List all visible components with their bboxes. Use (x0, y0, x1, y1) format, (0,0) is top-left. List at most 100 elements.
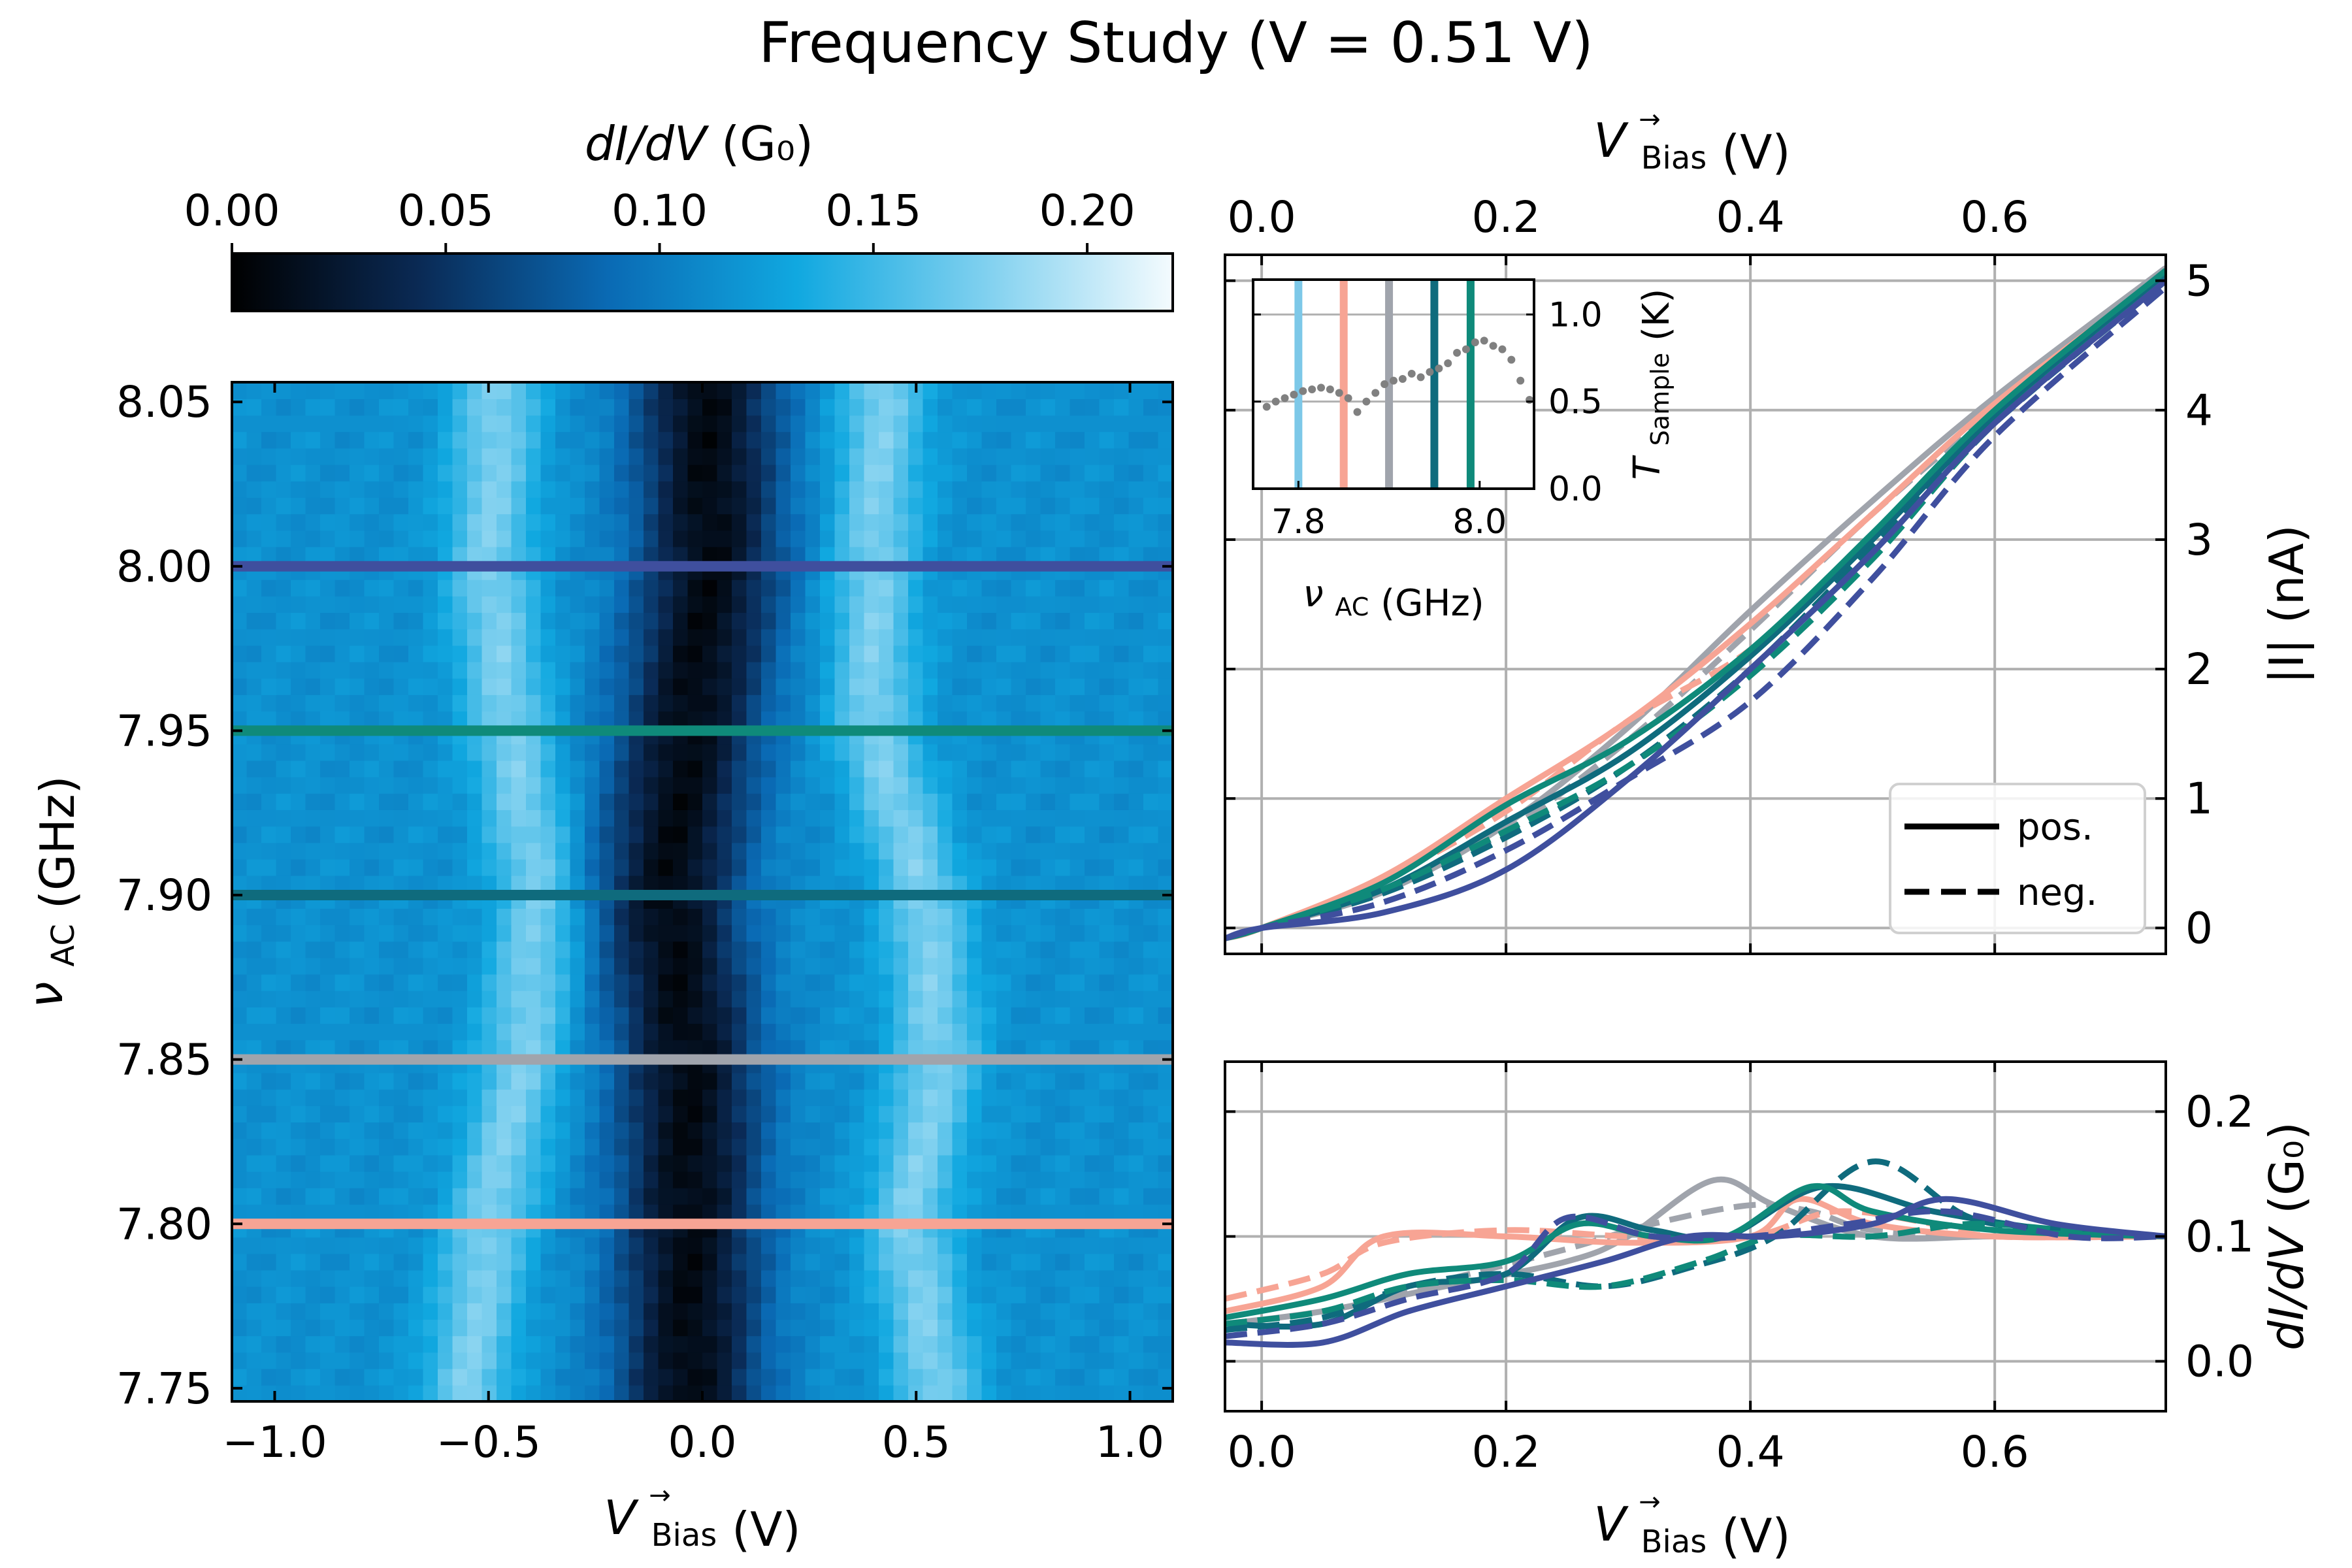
heatmap-cell (776, 431, 791, 449)
heatmap-cell (511, 875, 527, 892)
heatmap-cell (1114, 579, 1130, 596)
heatmap-cell (320, 694, 336, 712)
heatmap-cell (761, 1269, 777, 1287)
heatmap-cell (923, 1039, 938, 1057)
heatmap-cell (791, 941, 806, 958)
heatmap-cell (996, 415, 1012, 433)
heatmap-cell (673, 1303, 689, 1320)
heatmap-cell (834, 1286, 850, 1303)
heatmap-cell (555, 826, 571, 843)
heatmap-cell (246, 1138, 262, 1156)
heatmap-cell (967, 1154, 983, 1172)
heatmap-cell (1114, 908, 1130, 926)
heatmap-cell (350, 1187, 365, 1205)
heatmap-cell (791, 596, 806, 613)
heatmap-cell (526, 1319, 542, 1337)
heatmap-cell (687, 514, 703, 531)
heatmap-cell (864, 629, 879, 646)
heatmap-cell (1158, 1303, 1173, 1320)
heatmap-cell (1085, 497, 1100, 515)
heatmap-cell (791, 399, 806, 416)
heatmap-cell (1158, 1368, 1173, 1386)
heatmap-cell (246, 678, 262, 695)
heatmap-cell (570, 1171, 585, 1188)
heatmap-cell (276, 1253, 291, 1271)
heatmap-cell (673, 875, 689, 892)
heatmap-cell (526, 809, 542, 827)
heatmap-cell (952, 973, 968, 991)
heatmap-cell (658, 464, 674, 482)
heatmap-cell (1026, 1171, 1041, 1188)
heatmap-cell (291, 793, 306, 810)
heatmap-cell (761, 415, 777, 433)
heatmap-cell (1099, 1352, 1115, 1369)
heatmap-cell (952, 629, 968, 646)
heatmap-cell (423, 941, 438, 958)
heatmap-cell (1085, 480, 1100, 498)
heatmap-cell (379, 1269, 395, 1287)
heatmap-cell (644, 1138, 659, 1156)
heatmap-cell (379, 809, 395, 827)
heatmap-cell (879, 399, 894, 416)
heatmap-cell (599, 1237, 615, 1254)
heatmap-cell (864, 1171, 879, 1188)
heatmap-cell (614, 743, 630, 761)
heatmap-cell (849, 1187, 865, 1205)
iv-legend-box (1889, 783, 2146, 934)
heatmap-cell (1099, 1122, 1115, 1139)
series-line-pos (1225, 1196, 2166, 1348)
heatmap-cell (673, 546, 689, 564)
heatmap-cell (1143, 941, 1159, 958)
heatmap-cell (526, 1253, 542, 1271)
heatmap-cell (996, 793, 1012, 810)
heatmap-cell (834, 596, 850, 613)
heatmap-cell (805, 645, 821, 662)
heatmap-cell (482, 842, 497, 860)
heatmap-cell (834, 1138, 850, 1156)
heatmap-cell (1128, 415, 1144, 433)
heatmap-cell (879, 1319, 894, 1337)
heatmap-cell (658, 842, 674, 860)
heatmap-cell (938, 711, 953, 728)
heatmap-cell (981, 1122, 997, 1139)
heatmap-cell (893, 1171, 909, 1188)
heatmap-cell (246, 1384, 262, 1401)
heatmap-cell (540, 1237, 556, 1254)
inset-temperature-point (1326, 385, 1334, 393)
heatmap-cell (570, 612, 585, 630)
heatmap-cell (938, 464, 953, 482)
heatmap-cell (805, 431, 821, 449)
heatmap-cell (1158, 1187, 1173, 1205)
heatmap-cell (1114, 448, 1130, 465)
heatmap-cell (981, 793, 997, 810)
heatmap-cell (702, 973, 718, 991)
heatmap-cell (364, 990, 380, 1007)
heatmap-cell (1011, 415, 1026, 433)
heatmap-cell (687, 1105, 703, 1123)
heatmap-cell (1040, 743, 1056, 761)
colorbar-label: dI/dV (G₀) (585, 116, 813, 171)
heatmap-cell (981, 629, 997, 646)
heatmap-cell (908, 1303, 924, 1320)
heatmap-cell (1128, 497, 1144, 515)
heatmap-cell (805, 826, 821, 843)
heatmap-cell (540, 1187, 556, 1205)
heatmap-cell (1158, 1253, 1173, 1271)
heatmap-cell (1114, 1105, 1130, 1123)
heatmap-cell (393, 776, 409, 794)
heatmap-cell (923, 941, 938, 958)
heatmap-cell (849, 661, 865, 679)
heatmap-cell (511, 842, 527, 860)
heatmap-cell (276, 497, 291, 515)
heatmap-cell (526, 826, 542, 843)
heatmap-cell (761, 809, 777, 827)
heatmap-cell (893, 908, 909, 926)
heatmap-cell (379, 1368, 395, 1386)
heatmap-cell (805, 596, 821, 613)
heatmap-cell (246, 1171, 262, 1188)
heatmap-cell (1143, 1384, 1159, 1401)
heatmap-cell (511, 941, 527, 958)
heatmap-cell (1085, 858, 1100, 876)
heatmap-cell (967, 743, 983, 761)
heatmap-cell (1099, 858, 1115, 876)
